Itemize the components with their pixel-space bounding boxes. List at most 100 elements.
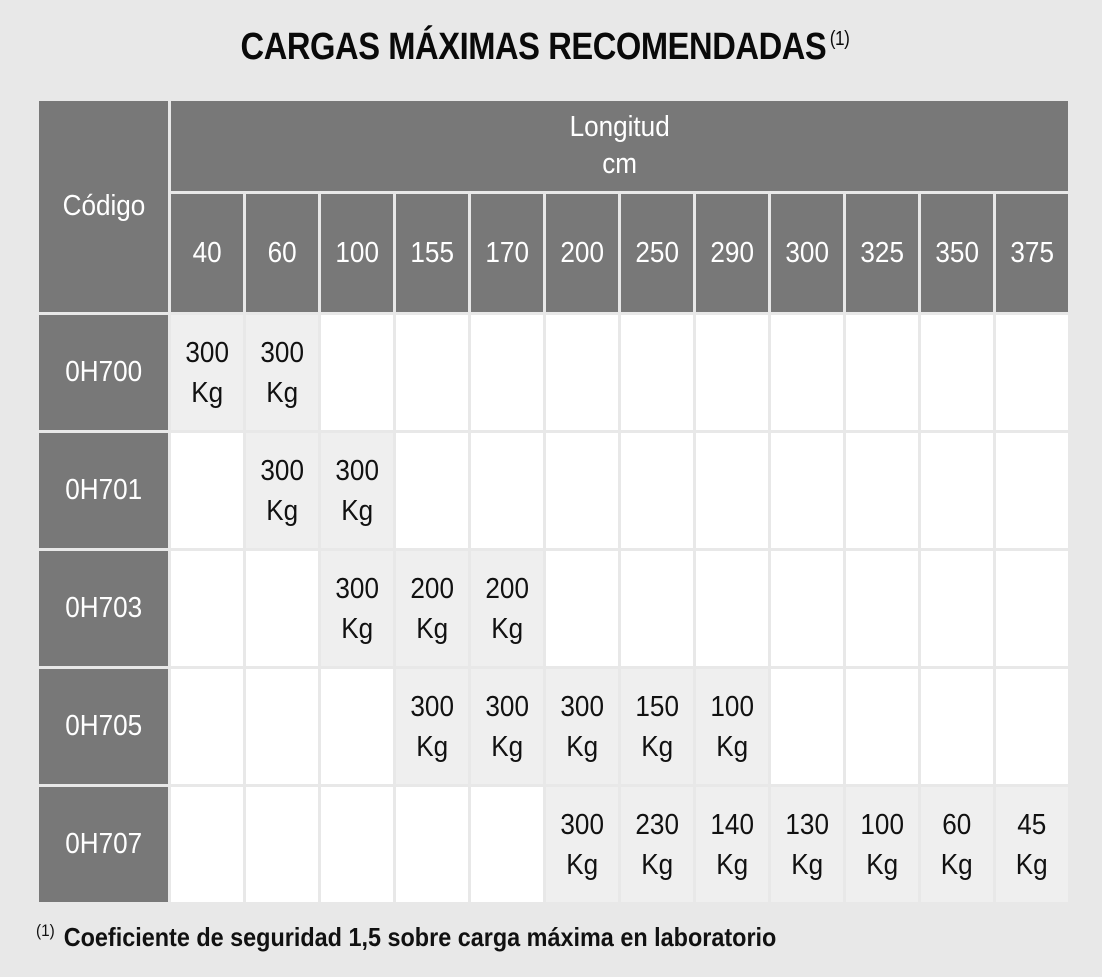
length-header-cell: 325: [846, 194, 918, 312]
load-value: 60: [942, 808, 972, 841]
load-value: 300: [185, 336, 229, 369]
empty-cell: [921, 551, 993, 666]
empty-cell: [546, 315, 618, 430]
load-cell: 230 Kg: [621, 787, 693, 902]
footnote-text: Coeficiente de seguridad 1,5 sobre carga…: [63, 922, 777, 952]
load-cell: 150 Kg: [621, 669, 693, 784]
load-value: 45: [1017, 808, 1047, 841]
empty-cell: [621, 551, 693, 666]
load-unit: Kg: [416, 612, 448, 645]
empty-cell: [621, 433, 693, 548]
empty-cell: [771, 433, 843, 548]
load-unit: Kg: [791, 848, 823, 881]
empty-cell: [921, 433, 993, 548]
load-cell: 300 Kg: [246, 315, 318, 430]
load-value: 300: [560, 690, 604, 723]
empty-cell: [471, 787, 543, 902]
length-header-cell: 40: [171, 194, 243, 312]
load-unit: Kg: [341, 612, 373, 645]
load-value: 300: [260, 336, 304, 369]
load-unit: Kg: [941, 848, 973, 881]
load-unit: Kg: [716, 848, 748, 881]
empty-cell: [471, 315, 543, 430]
load-cell: 130 Kg: [771, 787, 843, 902]
row-code-cell: 0H707: [39, 787, 168, 902]
load-cell: 100 Kg: [846, 787, 918, 902]
table-row: 0H705 300 Kg 300 Kg 300 Kg 150 Kg 100 Kg: [39, 669, 1068, 784]
empty-cell: [246, 551, 318, 666]
empty-cell: [246, 669, 318, 784]
load-unit: Kg: [491, 612, 523, 645]
empty-cell: [246, 787, 318, 902]
empty-cell: [771, 669, 843, 784]
load-cell: 300 Kg: [321, 551, 393, 666]
length-header-cell: 155: [396, 194, 468, 312]
empty-cell: [321, 669, 393, 784]
load-value: 300: [335, 572, 379, 605]
row-code-cell: 0H700: [39, 315, 168, 430]
length-unit-label: cm: [602, 148, 637, 180]
length-header-cell: 350: [921, 194, 993, 312]
empty-cell: [921, 315, 993, 430]
empty-cell: [471, 433, 543, 548]
load-value: 300: [335, 454, 379, 487]
empty-cell: [771, 551, 843, 666]
load-unit: Kg: [266, 494, 298, 527]
load-unit: Kg: [641, 730, 673, 763]
code-column-header: Código: [39, 101, 168, 312]
table-body: 0H700 300 Kg 300 Kg 0H701 300 Kg 300 Kg 0H703 300 Kg…: [39, 315, 1068, 902]
empty-cell: [396, 315, 468, 430]
empty-cell: [846, 433, 918, 548]
load-value: 130: [785, 808, 829, 841]
empty-cell: [171, 433, 243, 548]
load-cell: 300 Kg: [171, 315, 243, 430]
empty-cell: [396, 787, 468, 902]
table-row: 0H701 300 Kg 300 Kg: [39, 433, 1068, 548]
footnote-marker: (1): [36, 921, 55, 940]
empty-cell: [696, 433, 768, 548]
length-values-row: 40 60 100 155 170 200 250 290 300 325 350 375: [39, 194, 1068, 312]
empty-cell: [846, 315, 918, 430]
empty-cell: [696, 315, 768, 430]
load-cell: 100 Kg: [696, 669, 768, 784]
load-unit: Kg: [566, 848, 598, 881]
load-unit: Kg: [416, 730, 448, 763]
load-cell: 200 Kg: [471, 551, 543, 666]
load-unit: Kg: [341, 494, 373, 527]
length-group-header: Longitud cm: [171, 101, 1068, 191]
load-unit: Kg: [1016, 848, 1048, 881]
empty-cell: [171, 551, 243, 666]
load-cell: 300 Kg: [246, 433, 318, 548]
load-unit: Kg: [566, 730, 598, 763]
length-header-cell: 170: [471, 194, 543, 312]
row-code-cell: 0H705: [39, 669, 168, 784]
empty-cell: [996, 551, 1068, 666]
page-title: CARGAS MÁXIMAS RECOMENDADAS (1): [76, 26, 1013, 69]
load-value: 300: [485, 690, 529, 723]
load-cell: 300 Kg: [546, 669, 618, 784]
load-value: 200: [410, 572, 454, 605]
length-header-cell: 60: [246, 194, 318, 312]
length-header-cell: 250: [621, 194, 693, 312]
length-header-cell: 100: [321, 194, 393, 312]
table-row: 0H703 300 Kg 200 Kg 200 Kg: [39, 551, 1068, 666]
load-unit: Kg: [866, 848, 898, 881]
load-value: 200: [485, 572, 529, 605]
load-cell: 60 Kg: [921, 787, 993, 902]
load-value: 100: [860, 808, 904, 841]
empty-cell: [396, 433, 468, 548]
length-header-cell: 200: [546, 194, 618, 312]
empty-cell: [996, 315, 1068, 430]
empty-cell: [321, 315, 393, 430]
empty-cell: [996, 433, 1068, 548]
length-header-label: Longitud: [569, 111, 670, 143]
length-header-cell: 290: [696, 194, 768, 312]
load-value: 140: [710, 808, 754, 841]
empty-cell: [171, 787, 243, 902]
table-row: 0H707 300 Kg 230 Kg 140 Kg 130 Kg 100 Kg 60 Kg 45 Kg: [39, 787, 1068, 902]
empty-cell: [846, 669, 918, 784]
load-value: 300: [410, 690, 454, 723]
load-unit: Kg: [716, 730, 748, 763]
empty-cell: [171, 669, 243, 784]
load-value: 300: [260, 454, 304, 487]
